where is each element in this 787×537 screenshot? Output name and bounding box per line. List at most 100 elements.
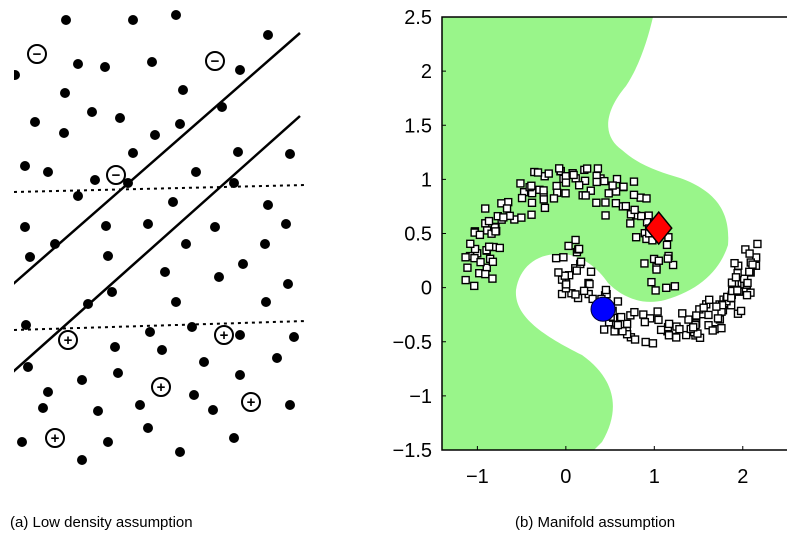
data-dot <box>20 222 30 232</box>
data-dot <box>235 65 245 75</box>
positive-example <box>58 330 78 350</box>
data-dot <box>73 59 83 69</box>
data-dot <box>281 219 291 229</box>
data-dot <box>110 342 120 352</box>
data-dot <box>60 88 70 98</box>
unlabeled-square <box>742 290 752 300</box>
x-tick-label: −1 <box>466 466 489 488</box>
data-dot <box>189 390 199 400</box>
data-dot <box>168 197 178 207</box>
data-dot <box>260 239 270 249</box>
unlabeled-square <box>527 181 536 190</box>
dotted-boundary-upper <box>14 184 307 193</box>
data-dot <box>199 357 209 367</box>
positive-example-sign: + <box>220 327 229 344</box>
unlabeled-square <box>681 330 691 340</box>
unlabeled-square <box>561 178 571 187</box>
unlabeled-square <box>572 266 581 275</box>
positive-example-sign: + <box>64 332 73 349</box>
unlabeled-square <box>600 176 609 186</box>
positive-example <box>151 377 171 397</box>
unlabeled-square <box>648 339 658 348</box>
data-dot <box>128 148 138 158</box>
labeled-points <box>590 210 673 322</box>
unlabeled-square <box>730 258 739 268</box>
data-dot <box>17 437 27 447</box>
data-dot <box>181 239 191 249</box>
x-tick-label: 0 <box>560 466 571 488</box>
unlabeled-square <box>470 244 480 254</box>
unlabeled-square <box>689 323 698 332</box>
data-dot <box>235 370 245 380</box>
positive-example-sign: + <box>51 430 60 447</box>
data-dot <box>214 272 224 282</box>
data-dot <box>128 15 138 25</box>
unlabeled-square <box>581 191 590 200</box>
data-dot <box>229 178 239 188</box>
negative-example <box>106 165 126 185</box>
y-tick-label: −0.5 <box>393 332 432 354</box>
unlabeled-square <box>461 253 470 262</box>
data-dot <box>285 400 295 410</box>
data-dot <box>263 30 273 40</box>
data-dot <box>103 437 113 447</box>
y-tick-label: −1 <box>409 386 432 408</box>
unlabeled-square <box>743 278 752 288</box>
unlabeled-square <box>551 253 561 263</box>
manifold-panel: 2.5 2 1.5 1 0.5 0 −0.5 −1 −1.5 −1 0 1 2 <box>393 7 787 488</box>
negative-example-sign: − <box>33 46 42 63</box>
unlabeled-square <box>517 213 526 222</box>
unlabeled-square <box>704 310 713 320</box>
y-tick-label: 0.5 <box>404 224 432 246</box>
unlabeled-square <box>613 297 623 306</box>
data-dot <box>14 70 20 80</box>
data-dot <box>272 353 282 363</box>
unlabeled-square <box>582 164 592 173</box>
unlabeled-square <box>470 281 479 291</box>
unlabeled-square <box>642 194 651 203</box>
data-dot <box>175 447 185 457</box>
unlabeled-square <box>571 290 580 299</box>
labeled-diamond-point <box>644 210 673 246</box>
unlabeled-square <box>484 216 494 226</box>
unlabeled-square <box>592 177 601 187</box>
data-dot <box>107 287 117 297</box>
labeled-points: − − − + + + + + <box>27 44 261 448</box>
unlabeled-square <box>484 242 494 251</box>
unlabeled-square <box>502 204 512 213</box>
negative-example <box>205 51 225 71</box>
unlabeled-square <box>745 249 754 258</box>
unlabeled-square <box>630 205 639 215</box>
unlabeled-square <box>571 235 580 245</box>
caption-left: (a) Low density assumption <box>10 514 193 531</box>
unlabeled-square <box>651 286 660 295</box>
decision-boundary-lower <box>14 115 301 373</box>
data-dot <box>113 368 123 378</box>
data-dot <box>147 57 157 67</box>
data-dot <box>187 322 197 332</box>
x-axis: −1 0 1 2 <box>466 446 748 488</box>
unlabeled-square <box>622 319 632 329</box>
positive-example-sign: + <box>247 394 256 411</box>
unlabeled-square <box>641 337 650 347</box>
unlabeled-square <box>481 269 490 279</box>
dotted-boundary-lower <box>14 320 307 331</box>
data-dot <box>145 327 155 337</box>
unlabeled-square <box>621 201 631 211</box>
unlabeled-square <box>640 317 650 327</box>
data-dot <box>20 161 30 171</box>
data-dot <box>233 147 243 157</box>
data-dot <box>38 403 48 413</box>
positive-example <box>45 428 65 448</box>
classified-region <box>442 17 729 450</box>
unlabeled-square <box>731 273 741 282</box>
data-dot <box>115 113 125 123</box>
unlabeled-square <box>592 198 601 207</box>
positive-example <box>241 392 261 412</box>
unlabeled-square <box>580 176 590 186</box>
data-dot <box>261 297 271 307</box>
unlabeled-square <box>601 211 610 220</box>
unlabeled-square <box>527 210 536 219</box>
unlabeled-square <box>533 168 543 177</box>
unlabeled-square <box>753 239 762 249</box>
